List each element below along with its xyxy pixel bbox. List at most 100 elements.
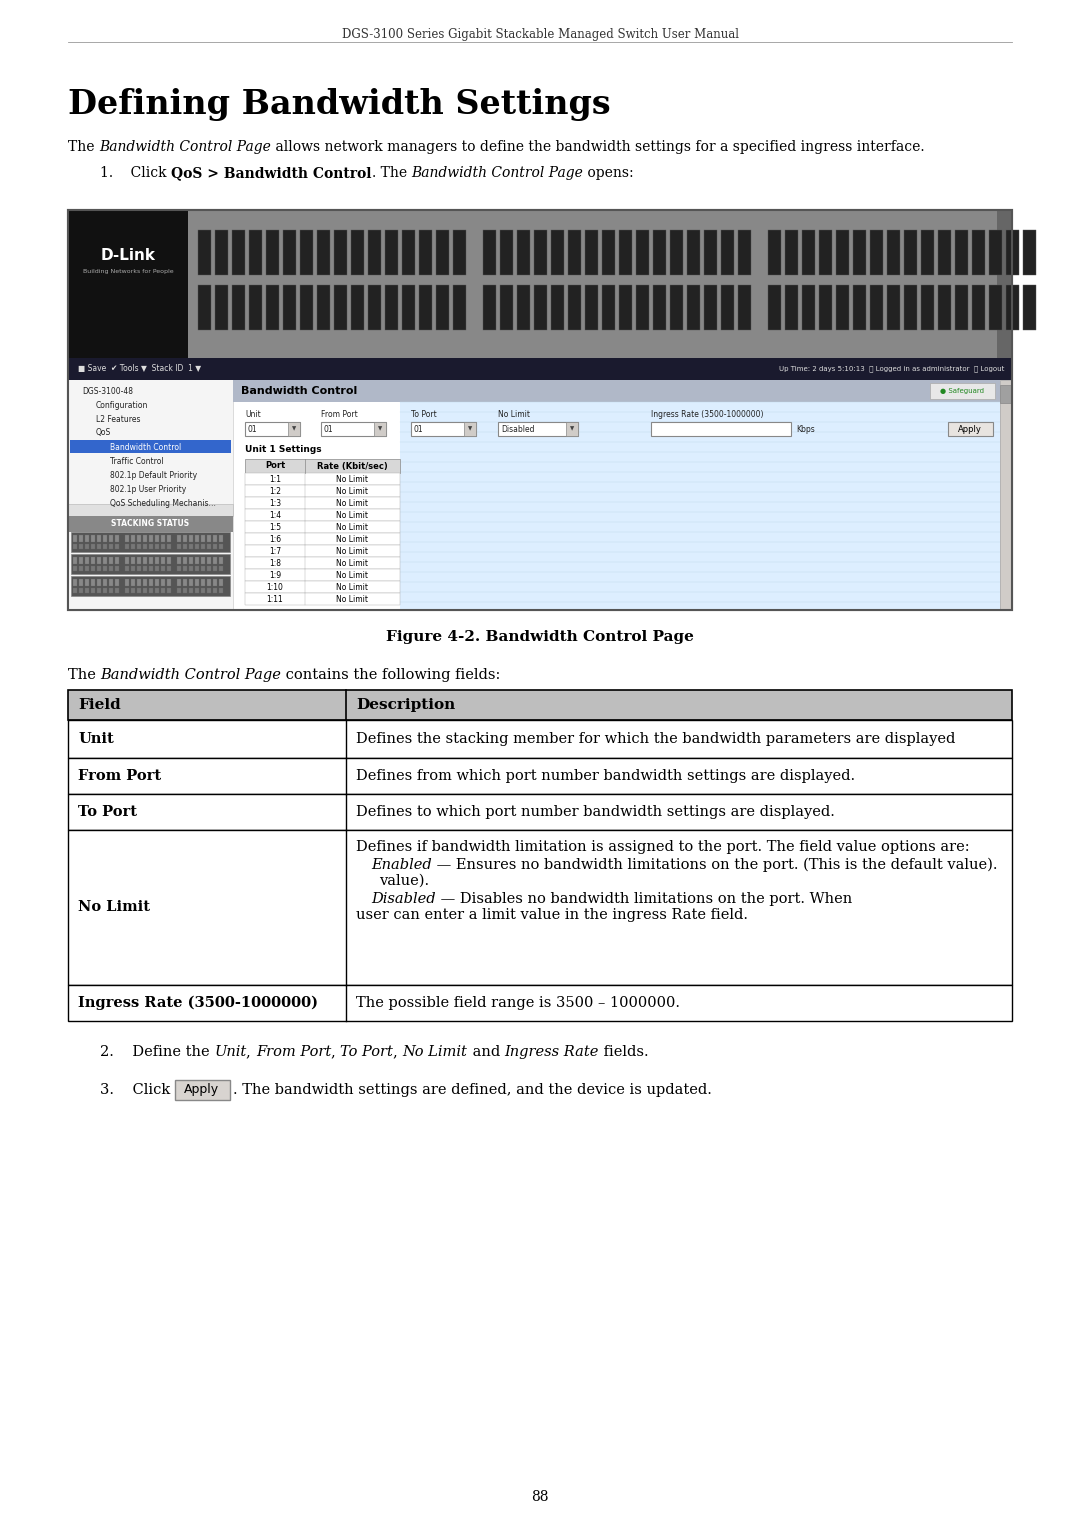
Bar	[161, 557, 165, 563]
Bar	[402, 286, 415, 330]
Text: 1:7: 1:7	[269, 547, 281, 556]
Bar	[1005, 286, 1020, 330]
Bar	[219, 534, 222, 542]
Bar	[183, 544, 187, 550]
Bar	[131, 534, 135, 542]
Bar	[266, 231, 279, 275]
Bar	[85, 557, 89, 563]
Bar	[125, 567, 129, 571]
Bar	[245, 557, 400, 570]
Bar	[300, 231, 313, 275]
Text: allows network managers to define the bandwidth settings for a specified ingress: allows network managers to define the ba…	[271, 140, 924, 154]
Bar	[131, 557, 135, 563]
Text: No Limit: No Limit	[498, 411, 530, 418]
Bar	[189, 588, 193, 592]
Bar	[201, 544, 205, 550]
Bar	[283, 231, 296, 275]
Bar	[602, 231, 615, 275]
Bar	[85, 588, 89, 592]
Bar	[402, 231, 415, 275]
Text: 1:10: 1:10	[267, 582, 283, 591]
Text: From Port: From Port	[321, 411, 357, 418]
Bar	[245, 496, 400, 508]
Bar	[288, 421, 300, 437]
Bar	[114, 579, 119, 586]
Bar	[85, 567, 89, 571]
Bar	[103, 588, 107, 592]
Text: Unit: Unit	[78, 731, 113, 747]
Bar	[207, 588, 211, 592]
Bar	[68, 504, 233, 516]
Bar	[189, 534, 193, 542]
Bar	[738, 286, 751, 330]
Text: 88: 88	[531, 1490, 549, 1504]
Text: ▼: ▼	[468, 426, 472, 432]
Bar	[131, 544, 135, 550]
Text: Enabled: Enabled	[372, 858, 432, 872]
Bar	[137, 588, 141, 592]
Bar	[114, 557, 119, 563]
Text: Unit: Unit	[214, 1044, 246, 1060]
Bar	[351, 286, 364, 330]
Bar	[68, 211, 188, 357]
Bar	[201, 579, 205, 586]
Text: No Limit: No Limit	[336, 510, 368, 519]
Bar	[300, 286, 313, 330]
Text: Defines if bandwidth limitation is assigned to the port. The field value options: Defines if bandwidth limitation is assig…	[356, 840, 970, 854]
Bar	[219, 588, 222, 592]
Bar	[137, 579, 141, 586]
Text: QoS > Bandwidth Control: QoS > Bandwidth Control	[171, 166, 372, 180]
Bar	[189, 567, 193, 571]
Bar	[219, 544, 222, 550]
Text: — Disables no bandwidth limitations on the port. When: — Disables no bandwidth limitations on t…	[435, 892, 856, 906]
Bar	[161, 588, 165, 592]
Bar	[419, 231, 432, 275]
Text: fields.: fields.	[599, 1044, 648, 1060]
Bar	[73, 567, 77, 571]
Text: Description: Description	[356, 698, 456, 712]
Bar	[334, 286, 347, 330]
Bar	[109, 544, 113, 550]
Bar	[213, 567, 217, 571]
Bar	[189, 544, 193, 550]
Text: 1:11: 1:11	[267, 594, 283, 603]
Bar	[453, 231, 465, 275]
Text: 01: 01	[414, 425, 423, 434]
Text: 1:9: 1:9	[269, 571, 281, 580]
Text: No Limit: No Limit	[336, 487, 368, 495]
Bar	[68, 721, 1012, 757]
Text: ,: ,	[332, 1044, 340, 1060]
Bar	[71, 576, 230, 596]
Bar	[68, 516, 233, 531]
Bar	[167, 544, 171, 550]
Bar	[887, 286, 900, 330]
Bar	[989, 231, 1002, 275]
Bar	[137, 544, 141, 550]
Text: Ingress Rate (3500-1000000): Ingress Rate (3500-1000000)	[651, 411, 764, 418]
Bar	[79, 557, 83, 563]
Bar	[201, 534, 205, 542]
Bar	[619, 286, 632, 330]
Bar	[149, 557, 153, 563]
Bar	[930, 383, 995, 399]
Bar	[198, 231, 211, 275]
Bar	[195, 588, 199, 592]
Bar	[384, 286, 399, 330]
Bar	[68, 831, 1012, 985]
Bar	[215, 286, 228, 330]
Bar	[97, 544, 102, 550]
Bar	[198, 286, 211, 330]
Text: QoS Scheduling Mechanis…: QoS Scheduling Mechanis…	[110, 498, 216, 507]
Bar	[103, 544, 107, 550]
Text: 1.    Click: 1. Click	[100, 166, 171, 180]
Bar	[721, 231, 734, 275]
Bar	[483, 231, 496, 275]
Text: Ingress Rate (3500-1000000): Ingress Rate (3500-1000000)	[78, 996, 318, 1011]
Bar	[68, 985, 1012, 1022]
Bar	[887, 231, 900, 275]
Bar	[368, 286, 381, 330]
Bar	[972, 286, 985, 330]
Bar	[103, 534, 107, 542]
Bar	[636, 286, 649, 330]
Text: No Limit: No Limit	[336, 475, 368, 484]
